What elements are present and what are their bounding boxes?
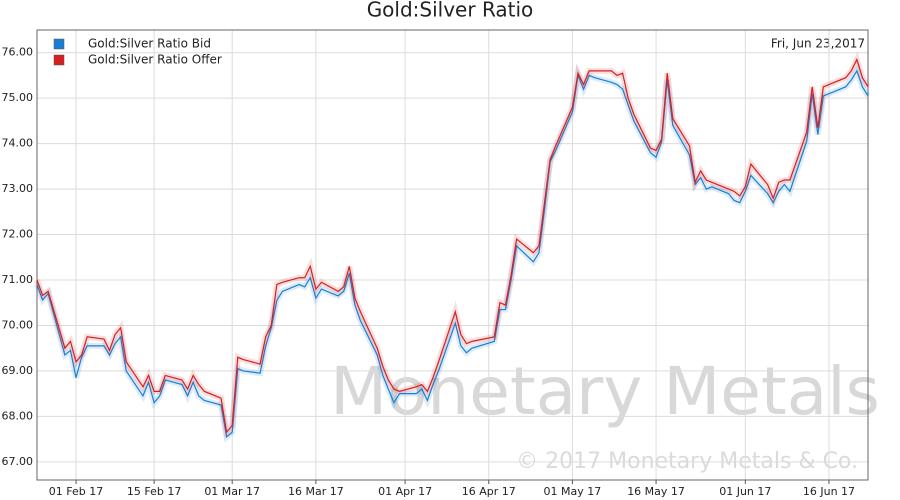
watermark: Monetary Metals (330, 353, 880, 430)
y-tick-label: 75.00 (2, 91, 34, 104)
chart-title: Gold:Silver Ratio (367, 0, 534, 22)
series-line (36, 57, 869, 434)
y-tick-label: 68.00 (2, 409, 34, 422)
y-tick-label: 70.00 (2, 318, 34, 331)
x-tick-label: 01 May 17 (544, 485, 602, 498)
y-tick-label: 69.00 (2, 364, 34, 377)
y-tick-label: 67.00 (2, 455, 34, 468)
x-tick-label: 16 Mar 17 (288, 485, 344, 498)
x-tick-label: 01 Apr 17 (378, 485, 432, 498)
x-tick-label: 01 Jun 17 (719, 485, 771, 498)
legend-label: Gold:Silver Ratio Bid (88, 37, 211, 51)
x-tick-label: 16 Apr 17 (462, 485, 516, 498)
legend-swatch (53, 54, 65, 66)
y-tick-label: 74.00 (2, 137, 34, 150)
x-tick-label: 01 Mar 17 (204, 485, 260, 498)
y-tick-label: 73.00 (2, 182, 34, 195)
x-tick-label: 16 May 17 (627, 485, 685, 498)
y-tick-label: 71.00 (2, 273, 34, 286)
legend-label: Gold:Silver Ratio Offer (88, 53, 222, 67)
x-tick-label: 15 Feb 17 (127, 485, 181, 498)
x-tick-label: 01 Feb 17 (49, 485, 103, 498)
date-label: Fri, Jun 23,2017 (771, 37, 865, 51)
x-tick-label: 16 Jun 17 (803, 485, 855, 498)
y-tick-label: 72.00 (2, 228, 34, 241)
plot-frame (36, 29, 869, 481)
legend-swatch (53, 38, 65, 50)
series-line (36, 69, 869, 438)
y-tick-label: 76.00 (2, 46, 34, 59)
